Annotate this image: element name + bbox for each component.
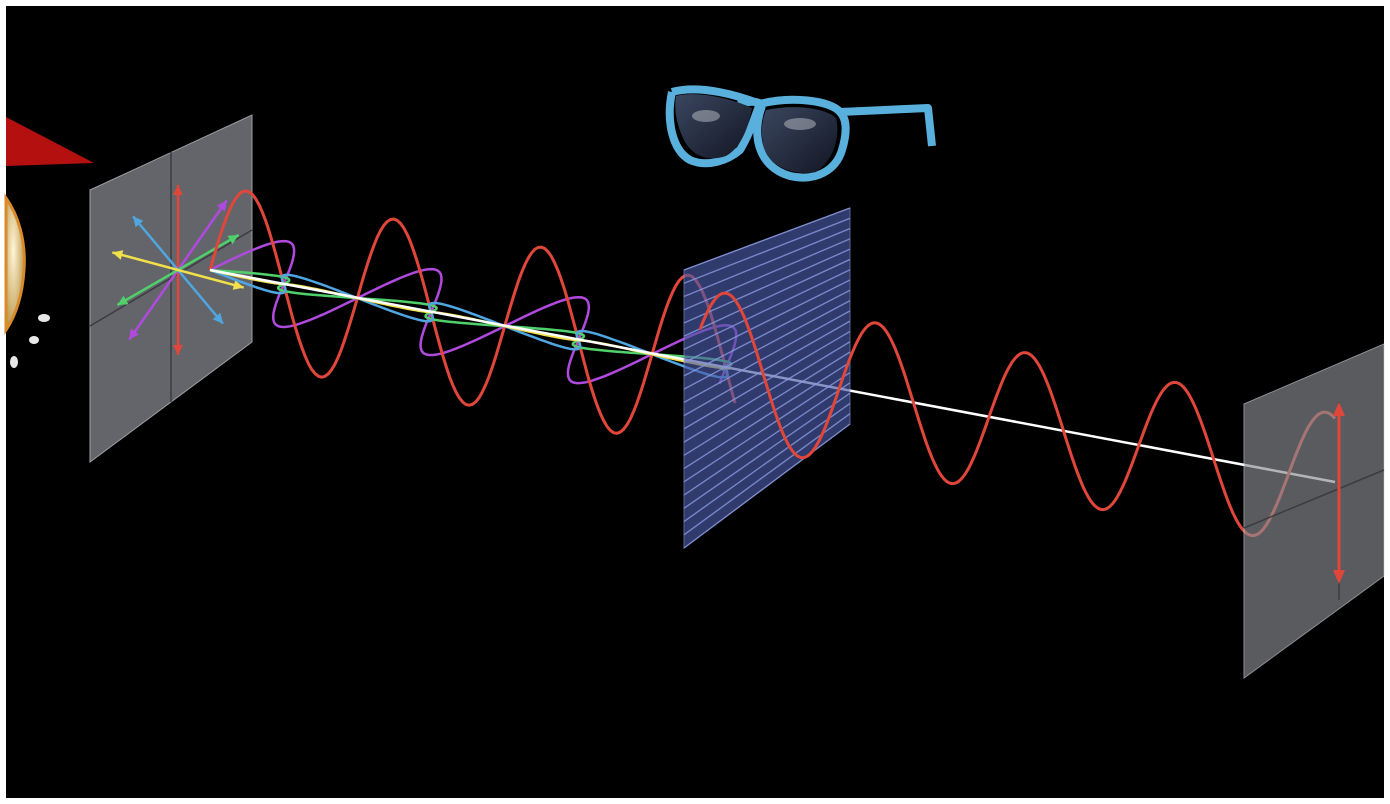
green-wave — [209, 268, 733, 372]
filter-grating-line — [683, 402, 851, 523]
arrow-head — [117, 295, 129, 305]
filter-grating-line — [683, 361, 851, 470]
output-screen — [1243, 343, 1385, 679]
purple-wave — [209, 239, 738, 385]
filter-grating-line — [683, 320, 851, 417]
filter-grating-line — [683, 392, 851, 509]
filter-grating-line — [683, 299, 851, 390]
lamp-icon — [6, 117, 94, 166]
arrow-head — [227, 235, 239, 245]
arrow-head — [133, 216, 144, 228]
arrow-head — [173, 345, 183, 355]
filter-grating-line — [683, 330, 851, 430]
red-wave — [208, 189, 737, 435]
arrow-head — [212, 312, 223, 324]
filter-grating-line — [683, 371, 851, 483]
arrow-head — [173, 185, 183, 195]
sunglasses-icon — [665, 85, 936, 182]
arrow-head — [112, 250, 124, 260]
filter-grating-line — [683, 217, 851, 284]
filter-grating-line — [683, 227, 851, 298]
filter-grating-line — [683, 351, 851, 456]
arrow-head — [129, 328, 140, 340]
arrow-head — [216, 200, 227, 212]
filter-grating-line — [683, 258, 851, 337]
polarization-arrow — [111, 251, 245, 289]
polarization-arrows — [111, 185, 245, 355]
filter-grating-line — [683, 341, 851, 443]
filter-grating-line — [683, 269, 851, 351]
polarized-wave — [698, 291, 1337, 538]
filter-grating-line — [683, 207, 851, 271]
filter-grating-line — [683, 382, 851, 496]
filter-grating-line — [683, 279, 851, 364]
filter-grating-line — [683, 289, 851, 377]
filter-grating-line — [683, 310, 851, 403]
filter-grating-line — [683, 423, 851, 549]
light-bulb-icon — [4, 193, 50, 368]
filter-grating-line — [683, 238, 851, 311]
filter-grating-line — [683, 248, 851, 324]
arrow-head — [232, 280, 244, 290]
